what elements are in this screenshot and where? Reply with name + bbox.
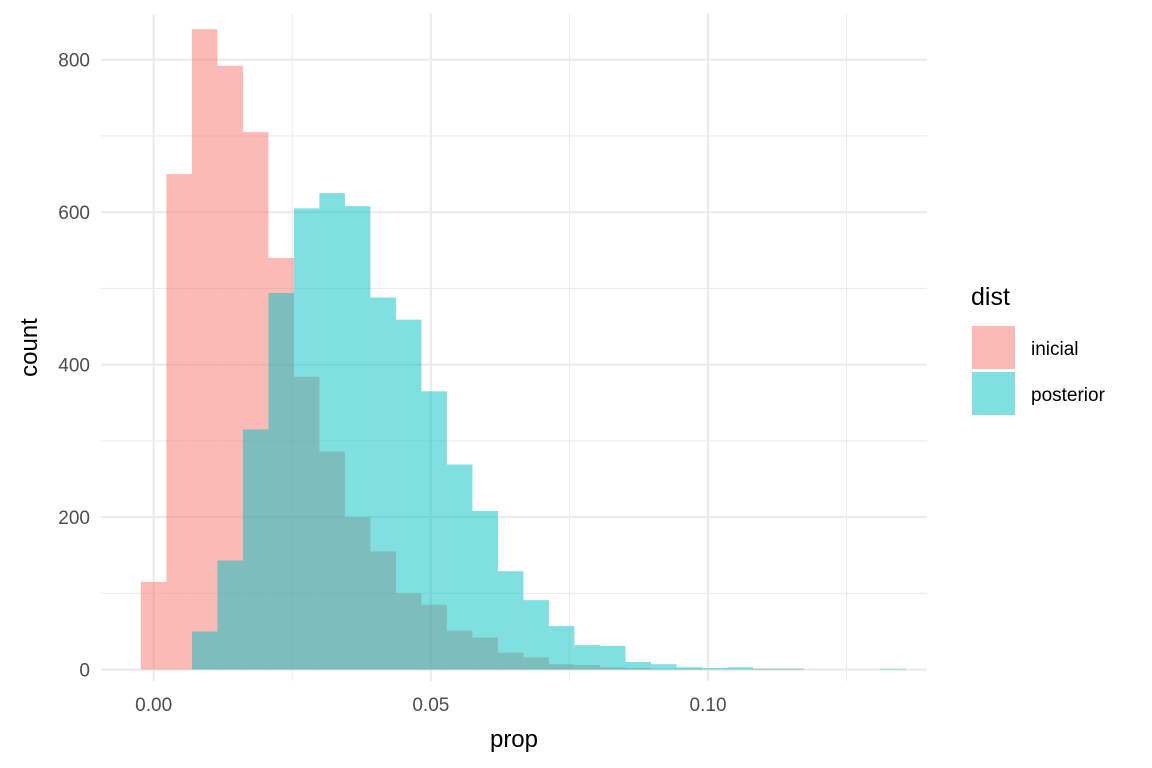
bar-posterior <box>472 511 498 670</box>
bar-posterior <box>727 667 753 670</box>
y-tick-label: 800 <box>58 51 90 72</box>
x-tick-label: 0.05 <box>412 695 449 716</box>
y-tick-label: 0 <box>79 661 90 682</box>
legend-key-inicial <box>972 326 1015 369</box>
x-tick-label: 0.10 <box>690 695 727 716</box>
bar-inicial <box>140 581 167 670</box>
x-tick-label: 0.00 <box>135 695 172 716</box>
legend-key-posterior <box>972 372 1015 415</box>
bar-posterior <box>599 645 626 670</box>
bar-posterior <box>574 645 600 670</box>
bar-posterior <box>778 668 804 670</box>
y-tick-label: 200 <box>58 508 90 529</box>
bar-posterior <box>395 319 422 670</box>
legend-title: dist <box>971 283 1010 311</box>
bar-posterior <box>650 664 677 670</box>
y-tick-label: 600 <box>58 203 90 224</box>
bar-posterior <box>523 600 549 670</box>
bar-posterior <box>217 560 243 670</box>
y-tick-label: 400 <box>58 356 90 377</box>
bar-inicial <box>191 29 218 670</box>
bar-posterior <box>548 626 575 670</box>
bar-posterior <box>701 668 728 670</box>
bar-posterior <box>752 668 779 670</box>
y-axis-title: count <box>16 318 43 377</box>
bar-posterior <box>880 668 906 670</box>
bar-posterior <box>191 631 218 670</box>
x-axis-title: prop <box>490 726 538 753</box>
bar-posterior <box>446 464 473 670</box>
y-axis-tick-labels: 0 200 400 600 800 <box>58 51 90 682</box>
bar-posterior <box>497 571 524 670</box>
bar-posterior <box>421 391 447 670</box>
legend: dist inicial posterior <box>971 283 1106 415</box>
bar-posterior <box>242 429 269 670</box>
bar-inicial <box>166 174 192 670</box>
bar-posterior <box>625 661 651 670</box>
bar-posterior <box>370 297 396 670</box>
bar-posterior <box>344 206 371 670</box>
bar-posterior <box>268 292 294 670</box>
bar-posterior <box>676 667 702 670</box>
legend-items: inicial posterior <box>972 326 1106 415</box>
legend-label-posterior: posterior <box>1031 385 1106 406</box>
histogram-bars <box>140 29 906 670</box>
bar-posterior <box>293 208 320 670</box>
bar-posterior <box>319 193 345 670</box>
x-axis-tick-labels: 0.00 0.05 0.10 <box>135 695 726 716</box>
legend-label-inicial: inicial <box>1031 339 1079 360</box>
